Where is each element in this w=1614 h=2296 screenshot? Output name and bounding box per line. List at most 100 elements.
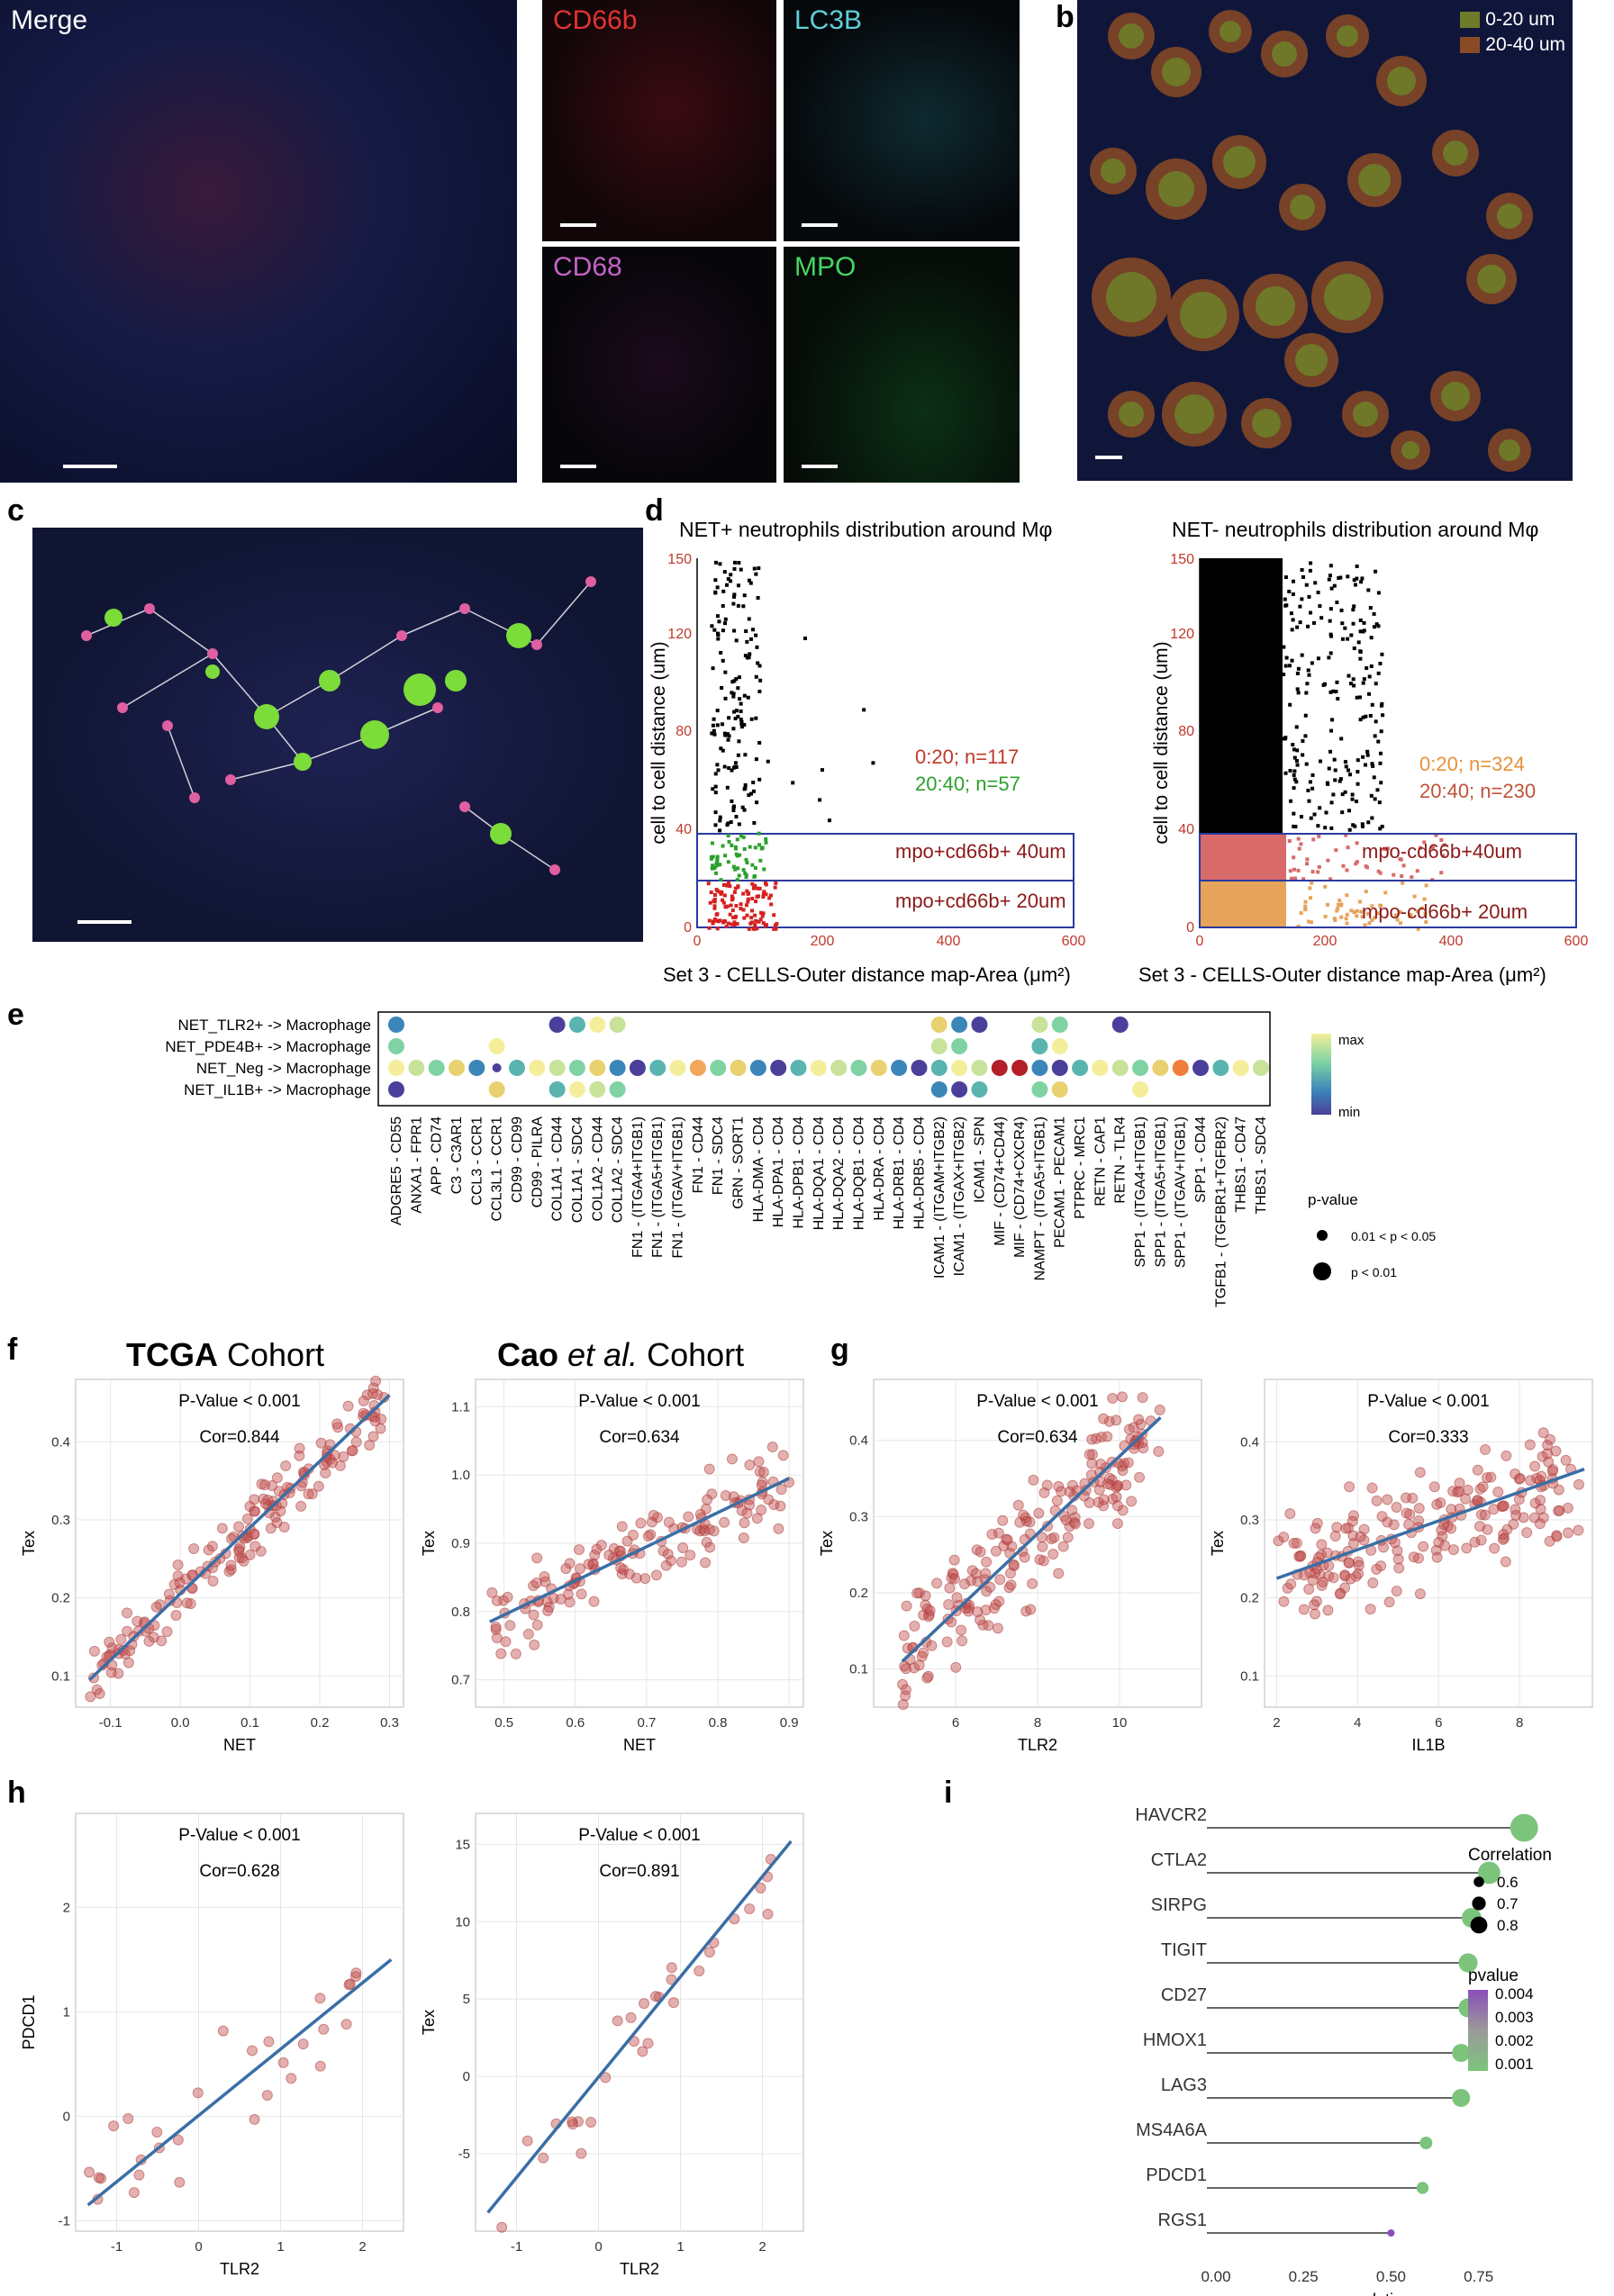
scatter-point	[751, 1513, 763, 1524]
d-right-point	[1370, 904, 1374, 908]
e-dot	[568, 1017, 585, 1033]
d-right-point	[1304, 583, 1309, 587]
lollipop-label: PDCD1	[1146, 2165, 1207, 2185]
scatter-point	[683, 1511, 694, 1523]
scatter-point	[233, 1521, 245, 1532]
scatter-point	[897, 1678, 909, 1690]
scatter-point	[1102, 1431, 1113, 1442]
d-left-point	[753, 913, 757, 917]
d-left-point	[744, 875, 748, 880]
d-left-point	[725, 904, 730, 908]
d-right-point	[1340, 637, 1345, 641]
d-right-point	[1369, 664, 1374, 668]
lollipop-label: CTLA2	[1151, 1850, 1207, 1870]
e-col-label: ANXA1 - FPR1	[409, 1116, 424, 1214]
d-left-point	[754, 572, 758, 576]
d-right-point	[1292, 755, 1297, 760]
scatter-point	[1414, 1588, 1426, 1600]
d-left-point	[729, 573, 733, 577]
d-right-point	[1354, 800, 1358, 804]
correlation-legend-label: 0.8	[1497, 1917, 1519, 1934]
d-left-box1-label: mpo+cd66b+ 40um	[895, 840, 1066, 863]
d-left-point	[718, 863, 722, 867]
d-right-point	[1319, 616, 1324, 620]
d-right-point	[1295, 763, 1300, 767]
e-col-label: HLA-DPA1 - CD4	[771, 1116, 786, 1227]
e-dot	[930, 1038, 948, 1054]
d-right-point	[1352, 578, 1356, 583]
d-left-point	[711, 863, 715, 868]
d-left-point	[764, 882, 768, 887]
d-right-point	[1328, 877, 1333, 881]
d-left-point	[739, 710, 743, 714]
scatter-point	[1322, 1604, 1334, 1616]
scatter-point	[1066, 1479, 1078, 1491]
d-right-point	[1283, 603, 1288, 608]
d-left-point	[712, 897, 717, 901]
e-dot	[1111, 1060, 1129, 1076]
d-left-point	[753, 883, 757, 888]
e-col-label: RETN - TLR4	[1113, 1116, 1129, 1204]
x-tick-label: 0.5	[494, 1715, 513, 1731]
pvalue-legend-label: 0.004	[1495, 1985, 1534, 2002]
scatter-point	[628, 1529, 639, 1541]
d-left-point	[712, 728, 716, 733]
scale-bar	[1095, 456, 1122, 459]
scatter-point	[755, 1882, 766, 1894]
lollipop-dot	[1452, 2044, 1471, 2062]
d-right-point	[1376, 869, 1381, 873]
e-col-label: MIF - (CD74+CXCR4)	[1012, 1116, 1028, 1258]
d-right-point	[1287, 839, 1292, 844]
e-dot	[730, 1060, 747, 1076]
y-tick-label: 1	[63, 2004, 70, 2020]
d-left-point	[721, 748, 725, 753]
d-left-point	[762, 867, 766, 872]
d-right-point	[1349, 633, 1354, 637]
scatter-point	[1309, 1599, 1320, 1611]
scatter-point	[318, 2023, 330, 2035]
e-dot	[930, 1017, 948, 1033]
d-right-point	[1350, 792, 1355, 797]
scatter-point	[344, 1978, 356, 1990]
scatter-point	[1367, 1577, 1379, 1588]
scatter-point	[1537, 1427, 1549, 1439]
d-left-point	[712, 732, 717, 737]
d-left-point	[757, 919, 761, 924]
d-right-point	[1310, 881, 1314, 885]
scatter-point	[1335, 1587, 1347, 1599]
d-right-point	[1329, 728, 1334, 733]
d-left-point	[733, 886, 738, 890]
lollipop-xtick: 0.75	[1464, 2268, 1493, 2285]
scatter-point	[1531, 1472, 1543, 1484]
scatter-point	[972, 1576, 984, 1587]
d-right-point	[1309, 816, 1313, 820]
e-col-label: GRN - SORT1	[731, 1116, 747, 1209]
d-right-xtick: 0	[1196, 934, 1204, 949]
d-right-point	[1292, 747, 1296, 752]
d-right-point	[1309, 561, 1313, 565]
d-right-point	[1361, 681, 1365, 685]
d-right-point	[1331, 792, 1336, 797]
e-col-label: HLA-DMA - CD4	[751, 1116, 766, 1222]
scatter-point	[660, 1559, 672, 1571]
d-right-ytick: 80	[1178, 724, 1194, 739]
d-right-point	[1304, 691, 1309, 695]
d-left-point	[757, 664, 762, 668]
d-right-point	[1336, 902, 1340, 907]
d-left-point	[742, 593, 747, 598]
d-left-point	[723, 904, 728, 908]
d-left-point	[741, 868, 746, 872]
scatter-point	[1537, 1512, 1549, 1523]
scatter-point	[757, 1466, 769, 1478]
regression-line	[489, 1477, 790, 1623]
e-col-label: CCL3L1 - CCR1	[490, 1116, 505, 1222]
d-right-point	[1324, 810, 1328, 815]
d-right-point	[1291, 579, 1295, 583]
d-right-point	[1351, 608, 1356, 612]
e-dot	[1011, 1060, 1029, 1076]
scatter-point	[522, 1628, 534, 1640]
scatter-point	[1344, 1481, 1356, 1493]
d-right-point	[1294, 725, 1299, 729]
scatter-point	[560, 1563, 572, 1575]
scatter-point	[172, 1570, 184, 1582]
